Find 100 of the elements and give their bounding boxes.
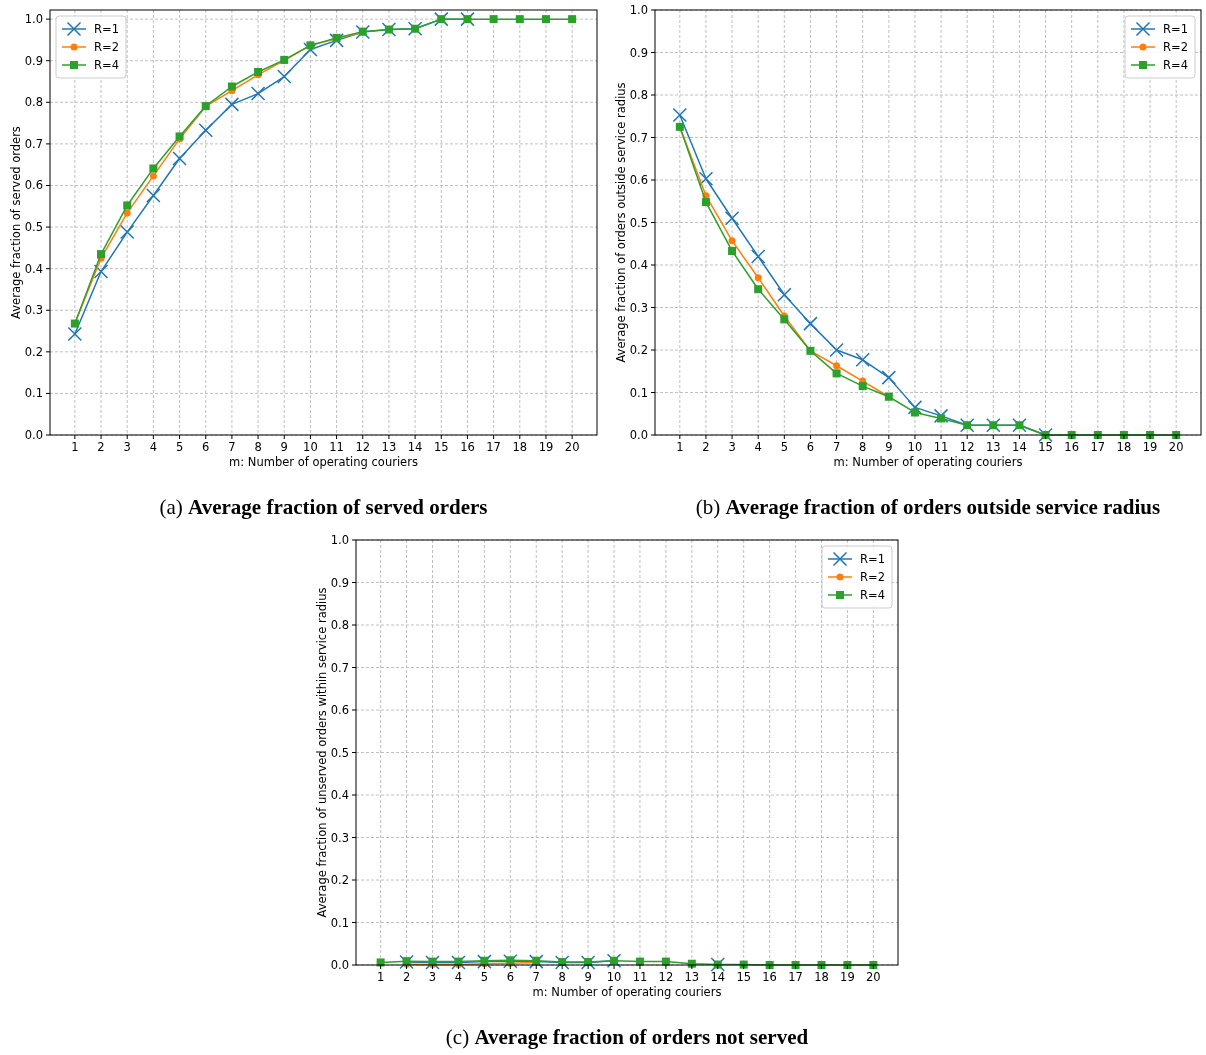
y-tick-label: 0.9 — [629, 45, 648, 60]
x-axis-title: m: Number of operating couriers — [833, 455, 1023, 469]
legend-label: R=4 — [94, 58, 119, 72]
legend-label: R=4 — [1163, 58, 1188, 72]
x-tick-label: 18 — [512, 440, 528, 454]
x-tick-label: 6 — [806, 440, 815, 454]
x-tick-label: 12 — [355, 440, 371, 454]
x-tick-label: 20 — [866, 970, 881, 984]
x-tick-label: 10 — [606, 970, 622, 984]
x-tick-label: 12 — [959, 440, 975, 454]
x-tick-label: 13 — [684, 970, 700, 984]
y-tick-label: 0.2 — [24, 344, 43, 359]
x-tick-label: 20 — [564, 440, 580, 454]
text: (c) Average fraction of orders not served — [445, 1025, 809, 1049]
x-tick-label: 3 — [123, 440, 131, 454]
x-tick-label: 8 — [859, 440, 867, 454]
y-tick-label: 0.9 — [330, 575, 349, 590]
x-tick-label: 3 — [428, 970, 437, 984]
legend-label: R=2 — [1163, 40, 1188, 54]
x-tick-label: 9 — [584, 970, 592, 984]
x-tick-label: 6 — [202, 440, 210, 454]
y-tick-label: 0.1 — [629, 385, 648, 400]
y-tick-label: 0.4 — [330, 788, 349, 802]
x-tick-label: 6 — [506, 970, 514, 984]
x-tick-label: 17 — [1090, 440, 1106, 454]
x-tick-label: 15 — [736, 970, 752, 984]
x-tick-label: 17 — [486, 440, 501, 454]
x-tick-label: 11 — [632, 970, 648, 984]
legend-label: R=1 — [860, 552, 885, 566]
y-tick-label: 0.8 — [24, 95, 43, 110]
y-tick-label: 0.6 — [629, 173, 648, 187]
x-tick-label: 5 — [480, 970, 489, 984]
x-tick-label: 20 — [1168, 440, 1184, 454]
y-tick-label: 0.0 — [629, 428, 648, 442]
y-tick-label: 1.0 — [629, 3, 648, 17]
x-tick-label: 10 — [907, 440, 923, 454]
y-axis-title: Average fraction of served orders — [9, 126, 23, 319]
x-axis-title: m: Number of operating couriers — [532, 985, 722, 999]
y-axis-title: Average fraction of unserved orders within service radius — [315, 587, 329, 918]
text: (a) Average fraction of served orders — [159, 495, 488, 519]
x-tick-label: 18 — [814, 970, 829, 984]
legend-label: R=4 — [860, 588, 885, 602]
x-tick-label: 14 — [407, 440, 423, 454]
y-tick-label: 0.8 — [629, 88, 648, 102]
x-tick-label: 14 — [710, 970, 726, 984]
x-tick-label: 13 — [985, 440, 1001, 454]
y-tick-label: 0.5 — [629, 215, 648, 230]
y-tick-label: 0.4 — [24, 261, 43, 276]
x-tick-label: 9 — [885, 440, 893, 454]
y-tick-label: 0.3 — [24, 303, 43, 318]
x-axis-title: m: Number of operating couriers — [229, 455, 418, 469]
x-tick-label: 3 — [728, 440, 736, 454]
x-tick-label: 15 — [433, 440, 449, 454]
x-tick-label: 1 — [71, 440, 79, 454]
x-tick-label: 1 — [676, 440, 684, 454]
legend-label: R=2 — [860, 570, 885, 584]
x-tick-label: 11 — [933, 440, 949, 454]
x-tick-label: 4 — [454, 970, 463, 984]
legend-label: R=2 — [94, 40, 119, 54]
x-tick-label: 8 — [254, 440, 262, 454]
legend-label: R=1 — [94, 22, 119, 36]
y-tick-label: 0.7 — [629, 130, 648, 145]
x-tick-label: 16 — [460, 440, 475, 454]
y-axis-title: Average fraction of orders outside service radius — [614, 82, 628, 363]
x-tick-label: 9 — [280, 440, 288, 454]
x-tick-label: 12 — [658, 970, 674, 984]
x-tick-label: 4 — [149, 440, 158, 454]
y-tick-label: 0.3 — [629, 300, 648, 315]
y-tick-label: 0.4 — [629, 258, 648, 272]
y-tick-label: 1.0 — [24, 12, 43, 27]
y-tick-label: 0.8 — [330, 618, 349, 632]
x-tick-label: 2 — [97, 440, 105, 454]
y-tick-label: 0.2 — [330, 873, 349, 887]
x-tick-label: 16 — [1064, 440, 1079, 454]
y-tick-label: 1.0 — [330, 533, 349, 547]
x-tick-label: 19 — [840, 970, 855, 984]
x-tick-label: 18 — [1116, 440, 1132, 454]
x-tick-label: 8 — [558, 970, 566, 984]
y-tick-label: 0.0 — [330, 958, 349, 972]
y-tick-label: 0.1 — [24, 386, 43, 401]
y-tick-label: 0.2 — [629, 343, 648, 357]
x-tick-label: 17 — [788, 970, 803, 984]
y-tick-label: 0.1 — [330, 915, 349, 930]
x-tick-label: 5 — [175, 440, 184, 454]
x-tick-label: 14 — [1012, 440, 1027, 454]
x-tick-label: 16 — [762, 970, 777, 984]
y-tick-label: 0.7 — [24, 136, 43, 151]
y-tick-label: 0.3 — [330, 830, 349, 845]
x-tick-label: 11 — [329, 440, 344, 454]
text: (b) Average fraction of orders outside service radius — [695, 495, 1161, 519]
x-tick-label: 15 — [1038, 440, 1053, 454]
y-tick-label: 0.0 — [24, 428, 43, 442]
x-tick-label: 4 — [754, 440, 762, 454]
x-tick-label: 19 — [1142, 440, 1158, 454]
legend-label: R=1 — [1163, 22, 1188, 36]
x-tick-label: 19 — [538, 440, 554, 454]
x-tick-label: 7 — [532, 970, 540, 984]
x-tick-label: 10 — [303, 440, 318, 454]
y-tick-label: 0.6 — [24, 178, 43, 193]
x-tick-label: 5 — [780, 440, 788, 454]
